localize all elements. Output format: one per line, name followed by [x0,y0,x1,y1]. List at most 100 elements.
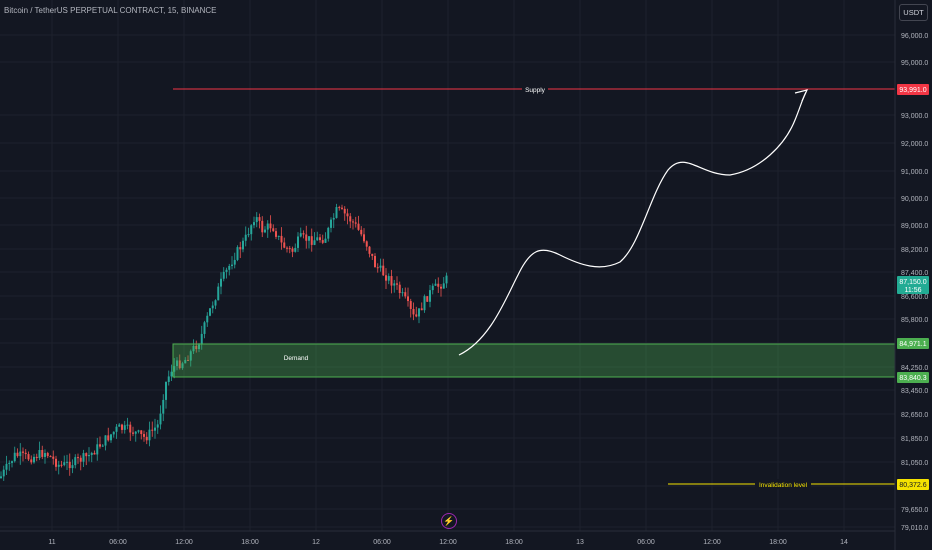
candle-body [13,452,16,462]
candle-body [181,363,184,369]
candle-body [420,308,423,311]
candle-body [118,424,121,427]
demand-zone[interactable] [172,343,896,378]
candle-body [77,457,79,459]
symbol-title[interactable]: Bitcoin / TetherUS PERPETUAL CONTRACT, 1… [4,6,217,15]
candle-body [376,267,379,269]
candle-body [335,207,338,218]
candle-body [231,264,233,266]
candle-body [88,455,90,457]
candle-body [49,456,52,458]
time-tick-label: 11 [48,539,55,546]
time-tick-label: 12:00 [439,539,457,546]
candle-body [71,465,74,469]
candle-body [244,234,247,241]
candle-body [236,247,239,260]
candle-body [445,275,448,284]
time-tick-label: 06:00 [373,539,391,546]
candle-body [101,445,104,447]
candle-body [316,237,319,241]
candle-body [121,424,123,430]
candle-body [258,217,261,221]
candle-body [382,265,385,276]
candle-body [16,452,19,457]
current-price-text: 87,150.0 [899,279,926,286]
price-tick-label: 88,200.0 [901,247,928,254]
candle-body [363,234,365,242]
candle-body [242,240,244,250]
candle-body [390,276,393,286]
current-price-badge [897,276,929,294]
price-tick-label: 91,000.0 [901,169,928,176]
time-axis[interactable]: 11 06:00 12:00 18:00 12 06:00 12:00 18:00 13 06:0… [0,530,895,546]
candle-body [437,283,440,287]
candle-body [250,225,253,235]
demand-top-text: 84,971.1 [899,341,926,348]
candle-body [41,449,44,457]
candle-body [280,235,283,243]
candle-body [253,222,255,226]
candle-body [192,345,195,352]
candle-body [357,223,360,230]
price-tick-label: 84,250.0 [901,365,928,372]
time-tick-label: 18:00 [241,539,259,546]
chart-grid [0,0,895,531]
candle-body [90,452,93,456]
candle-body [299,233,302,237]
candle-body [82,453,85,462]
candle-body [418,308,420,317]
candle-body [319,237,321,241]
supply-label-bg [522,84,548,94]
price-tick-label: 81,050.0 [901,460,928,467]
price-axis[interactable]: 96,000.0 95,000.0 93,000.0 92,000.0 91,000.0… [894,0,928,550]
candle-body [415,314,418,317]
candle-body [247,234,250,236]
price-tick-label: 81,850.0 [901,436,928,443]
time-tick-label: 06:00 [637,539,655,546]
candle-body [33,456,35,463]
candle-body [387,276,390,281]
candle-body [283,242,286,248]
candle-body [346,213,349,217]
candle-body [255,217,258,223]
candle-body [203,322,206,334]
price-tick-label: 93,000.0 [901,113,928,120]
candle-body [327,227,330,239]
invalidation-label: Invalidation level [759,482,808,489]
supply-label: Supply [525,87,546,94]
candle-body [360,229,363,235]
candle-body [275,231,277,237]
candle-body [63,462,66,466]
candle-body [19,451,22,457]
candle-body [154,427,156,431]
candle-body [409,301,412,309]
price-tick-label: 90,000.0 [901,196,928,203]
price-tick-label: 79,650.0 [901,507,928,514]
invalidation-label-bg [755,479,811,489]
candle-body [209,308,211,316]
projection-arrow[interactable] [458,91,807,356]
time-tick-label: 13 [576,539,584,546]
candle-body [159,413,162,425]
candle-body [126,424,129,426]
lightning-icon[interactable]: ⚡ [441,513,457,529]
candle-body [107,435,110,441]
arrow-head-icon [794,89,809,102]
candlestick-series[interactable] [0,203,448,481]
price-tick-label: 85,800.0 [901,317,928,324]
candle-body [79,457,82,462]
candle-body [398,284,401,294]
candle-body [123,425,126,430]
candle-body [321,240,324,243]
candle-body [269,223,272,229]
candle-body [132,432,134,434]
candle-body [200,333,203,345]
candle-body [30,459,33,463]
candle-body [211,305,214,309]
currency-button[interactable]: USDT [899,4,928,21]
candle-body [5,463,8,470]
candle-body [338,207,341,209]
candle-body [393,283,396,286]
